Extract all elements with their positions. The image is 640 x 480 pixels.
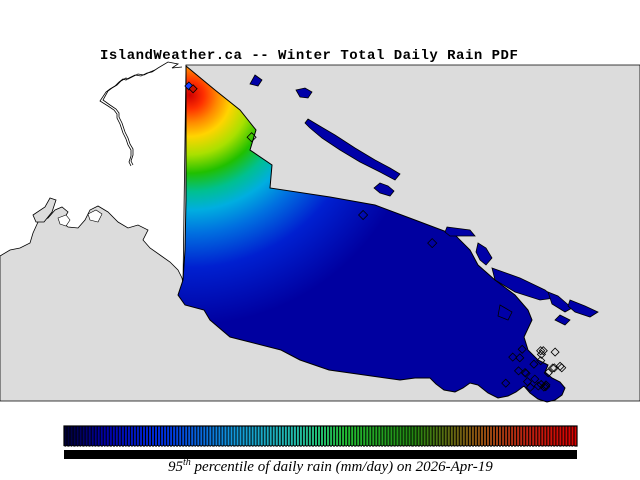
svg-text:95th percentile of daily rain: 95th percentile of daily rain (mm/day) o… [168,457,493,475]
svg-text:IslandWeather.ca -- Winter Tot: IslandWeather.ca -- Winter Total Daily R… [100,48,518,64]
